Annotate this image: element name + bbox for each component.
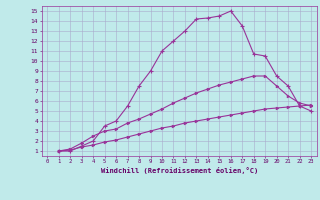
X-axis label: Windchill (Refroidissement éolien,°C): Windchill (Refroidissement éolien,°C) <box>100 167 258 174</box>
